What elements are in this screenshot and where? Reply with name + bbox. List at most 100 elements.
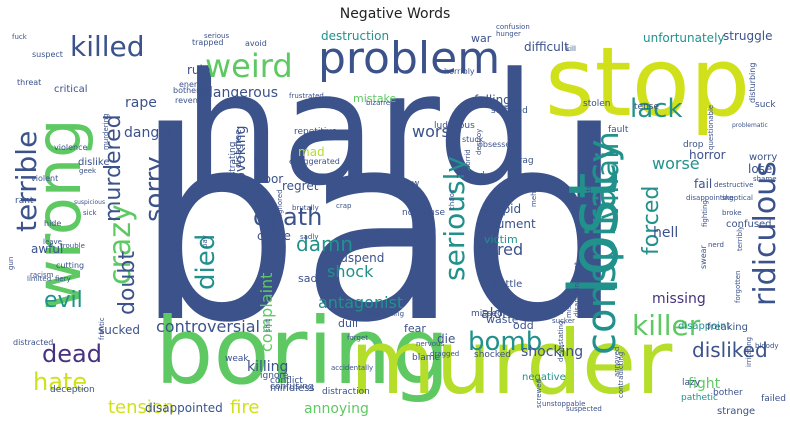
word-enemy: enemy [179,80,207,89]
word-drop: drop [683,140,704,150]
word-battle: battle [493,279,522,290]
word-sadly: sadly [300,233,318,241]
word-leave: leave [43,238,62,246]
word-destroy: destroy [475,129,483,155]
word-fault: fault [608,125,629,135]
word-controversial: controversial [156,317,260,336]
word-sick: sick [83,209,97,217]
word-pathetic: pathetic [681,393,718,403]
word-skeptical: skeptical [722,194,753,202]
word-waste: waste [486,313,519,326]
word-killing: killing [247,359,288,375]
word-death: death [253,203,322,231]
word-seriously: seriously [438,156,471,281]
word-disappointment: disappointment [573,262,581,317]
word-fuck: fuck [12,33,28,41]
word-forced: forced [639,186,664,255]
word-conflict: conflict [270,376,303,386]
word-critical: critical [54,84,88,95]
word-worst: worst [412,122,456,141]
word-villain: villain [591,132,626,221]
word-suspected: suspected [566,405,602,413]
word-stupid: stupid [484,202,521,216]
word-ruined: ruined [456,171,485,181]
word-difficult: difficult [524,40,569,54]
word-limited: limited [27,275,51,283]
word-cutting: cutting [56,261,84,270]
word-tension: tension [108,397,174,418]
word-mindless: mindless [270,383,315,394]
word-nerd: nerd [708,241,724,249]
word-damn: damn [296,232,353,256]
word-murdering: murdering [102,114,110,150]
word-trouble: trouble [60,242,85,250]
word-horrid: horrid [464,149,472,170]
word-victim: victim [484,233,518,246]
word-distraction: distraction [322,387,370,397]
word-drag: drag [513,156,534,166]
word-ruin: ruin [187,63,210,77]
word-deception: deception [50,385,95,395]
word-fear: fear [404,322,426,335]
word-sad: sad [298,272,317,285]
word-disturbing: disturbing [748,63,757,103]
word-disliked: disliked [692,338,768,362]
word-questionable: questionable [707,105,715,150]
word-disappoint: disappoint [678,321,730,332]
word-shocking: shocking [521,344,583,360]
word-confusing: confusing [270,382,314,392]
word-swear: swear [699,244,708,269]
word-screwed: screwed [535,379,543,408]
word-complaint: complaint [257,273,276,352]
word-negative: negative [522,372,566,383]
word-dislike: dislike [78,157,109,168]
word-provoking: provoking [233,125,249,195]
word-poor: poor [256,172,283,186]
word-obsessed: obsessed [478,140,515,149]
word-evil: evil [44,288,83,313]
word-sorry: sorry [140,156,170,222]
word-ignored: ignored [276,189,284,216]
word-nervous: nervous [416,340,444,348]
word-regret: regret [282,179,319,193]
word-ludicrous: ludicrous [434,121,475,131]
word-conspiracy: conspiracy [579,139,625,355]
word-destructive: destructive [714,181,753,189]
word-hell: hell [653,225,678,241]
word-repetitive: repetitive [294,127,338,137]
word-shock: shock [327,262,374,281]
word-ignore: ignore [260,371,289,381]
word-exaggerated: exaggerated [289,157,340,166]
word-forgotten: forgotten [734,271,742,303]
word-falling: falling [474,93,511,107]
word-fight: fight [688,376,721,392]
word-disagree: disagree [234,129,244,168]
word-murder: murder [350,311,673,414]
word-mistake: mistake [353,92,397,105]
word-threat: threat [17,78,41,87]
word-antagonist: antagonist [318,293,403,312]
word-killed: killed [70,30,145,63]
word-contradicting: contradicting [617,352,625,398]
word-wrong: wrong [22,119,95,310]
word-miss: miss [565,302,573,318]
word-trapped: trapped [192,38,223,47]
word-dragged: dragged [430,350,459,358]
word-revenge: revenge [175,96,208,105]
word-crazy: crazy [103,204,138,285]
word-accidentally: accidentally [331,364,373,372]
word-bored: bored [477,240,523,259]
word-lose: lose [748,162,772,176]
word-freaking: freaking [707,322,748,333]
word-suspect: suspect [32,50,63,59]
word-annoying: annoying [304,401,369,417]
word-kill: kill [566,45,576,53]
word-geek: geek [79,167,97,175]
word-violence: violence [54,143,87,152]
word-disappointing: disappointing [686,194,733,202]
word-struggle: struggle [723,29,772,43]
word-lies: lies [583,123,599,133]
word-racist: racist [520,174,545,184]
word-horror: horror [689,148,726,162]
word-terribly: terribly [736,226,744,251]
